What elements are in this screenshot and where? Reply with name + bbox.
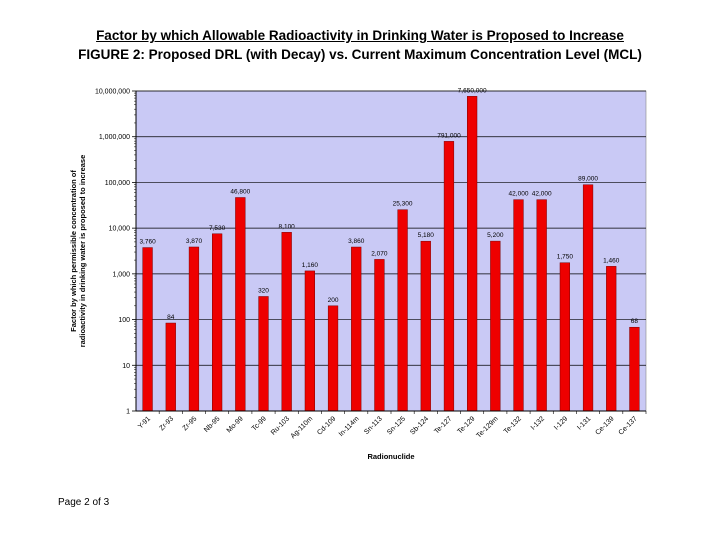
data-label: 3,760 [139,239,156,246]
x-tick-label: I-129 [553,415,569,431]
bar-ce-139 [606,266,617,412]
x-tick-label: Ru-103 [270,415,291,436]
bar-ag-110m [304,270,315,412]
x-tick-label: Nb-95 [203,415,222,434]
chart-title-line2: FIGURE 2: Proposed DRL (with Decay) vs. … [78,47,642,62]
data-label: 3,870 [186,238,203,245]
data-label: 7,530 [209,225,226,232]
x-tick-label: Cd-109 [316,415,337,436]
bar-te-127 [443,141,455,412]
data-label: 5,180 [418,232,435,239]
x-axis-label: Radionuclide [367,452,414,461]
x-tick-label: I-132 [530,415,546,431]
bar-nb-95 [212,233,223,412]
data-label: 7,650,000 [458,87,487,94]
data-label: 1,160 [302,262,319,269]
x-tick-label: Ce-137 [618,415,639,436]
bar-zr-95 [188,246,200,412]
x-tick-label: Ce-139 [594,415,615,436]
x-tick-label: Tc-99 [251,415,268,432]
data-label: 320 [258,287,269,294]
x-tick-label: Te-132 [503,415,523,435]
bar-y-91 [142,247,153,412]
bar-te-132 [513,199,524,412]
x-tick-label: Te-127 [433,415,453,435]
bar-zr-93 [165,322,176,412]
data-label: 200 [328,297,339,304]
data-label: 2,070 [371,250,388,257]
bar-ce-137 [629,326,640,412]
x-tick-label: Sn-125 [386,415,407,436]
y-tick-label: 10,000,000 [95,89,130,96]
bar-sn-113 [374,259,385,412]
y-tick-label: 1 [126,409,130,416]
bar-i-131 [582,184,594,412]
data-label: 8,100 [279,223,296,230]
x-tick-label: Te-129m [476,415,500,439]
bar-te-129 [467,96,478,412]
x-tick-label: Ag-110m [290,415,315,440]
y-tick-label: 1,000,000 [99,134,130,141]
data-label: 5,200 [487,232,504,239]
y-tick-label: 1,000 [112,271,130,278]
bar-te-129m [490,240,501,412]
bar-i-129 [559,262,570,412]
x-tick-label: Y-91 [137,415,152,430]
x-tick-label: Te-129 [456,415,476,435]
y-axis-label-line2: radioactivity in drinking water is propo… [78,155,87,348]
bar-i-132 [536,199,547,412]
page-number: Page 2 of 3 [58,497,110,508]
data-label: 25,300 [393,201,413,208]
data-label: 1,460 [603,257,620,264]
data-label: 42,000 [532,191,552,198]
data-label: 68 [631,318,639,325]
chart-title-line1: Factor by which Allowable Radioactivity … [96,28,624,43]
data-label: 46,800 [230,189,250,196]
y-tick-label: 100 [118,317,130,324]
x-tick-label: Mo-99 [226,415,245,434]
bar-in-114m [351,246,362,412]
x-tick-label: Zr-95 [182,415,199,432]
y-tick-label: 10 [122,363,130,370]
bar-sb-124 [420,240,431,412]
x-tick-label: I-131 [576,415,592,431]
data-label: 89,000 [578,176,598,183]
bar-mo-99 [235,197,246,412]
x-tick-label: Sb-124 [409,415,430,436]
y-tick-label: 10,000 [109,226,131,233]
x-tick-label: In-114m [338,415,361,438]
y-tick-label: 100,000 [105,180,130,187]
bar-ru-103 [281,232,292,412]
data-label: 42,000 [509,191,529,198]
x-tick-label: Zr-93 [158,415,175,432]
y-axis-label-line1: Factor by which permissible concentratio… [69,170,78,332]
bar-tc-99 [258,296,269,412]
bar-cd-109 [327,305,339,412]
x-tick-label: Sn-113 [363,415,384,436]
bar-sn-125 [397,209,408,412]
data-label: 84 [167,314,175,321]
data-label: 791,000 [437,132,461,139]
data-label: 1,750 [557,254,574,261]
data-label: 3,860 [348,238,365,245]
